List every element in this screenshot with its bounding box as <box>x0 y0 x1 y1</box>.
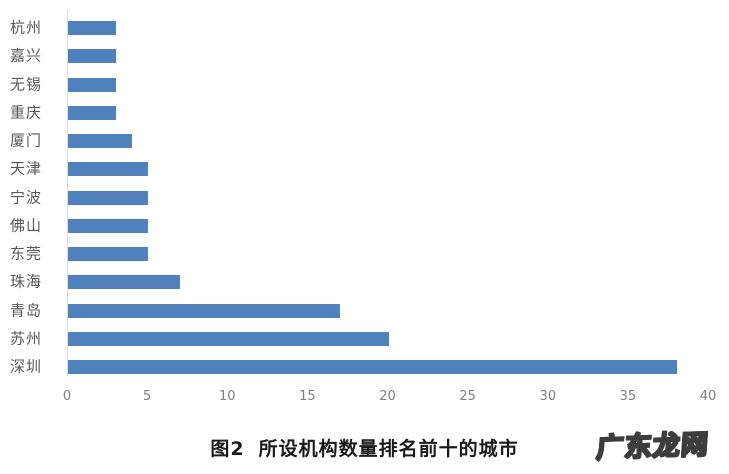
bar <box>68 21 117 35</box>
y-axis-category-label: 天津 <box>10 159 43 178</box>
x-axis-tick-label: 25 <box>459 389 476 404</box>
bar-row: 宁波 <box>0 188 729 206</box>
y-axis-category-label: 重庆 <box>10 103 43 122</box>
x-axis-tick-label: 40 <box>699 389 717 404</box>
bar-row: 天津 <box>0 160 729 178</box>
bar-row: 无锡 <box>0 75 729 93</box>
bar <box>68 331 389 346</box>
y-axis-category-label: 杭州 <box>10 18 43 37</box>
x-axis-tick-label: 15 <box>299 389 316 404</box>
y-axis-category-label: 青岛 <box>10 301 43 320</box>
bar <box>68 247 149 261</box>
bar-row: 杭州 <box>0 19 729 37</box>
bar-row: 东莞 <box>0 245 729 263</box>
y-axis-category-label: 深圳 <box>10 357 43 376</box>
bar <box>68 360 677 374</box>
y-axis-category-label: 厦门 <box>10 131 43 150</box>
chart-plot-area: 杭州嘉兴无锡重庆厦门天津宁波佛山东莞珠海青岛苏州深圳 0 5 10 15 20 25 30 3… <box>0 10 729 404</box>
y-axis-category-label: 苏州 <box>10 329 43 348</box>
bar-row: 厦门 <box>0 132 729 150</box>
bar-row: 青岛 <box>0 301 729 319</box>
y-axis-category-label: 无锡 <box>10 75 43 94</box>
x-axis-tick-label: 30 <box>539 389 557 404</box>
y-axis-category-label: 宁波 <box>10 188 43 207</box>
y-axis-category-label: 嘉兴 <box>10 46 43 65</box>
bar-row: 深圳 <box>0 358 729 376</box>
bar <box>68 134 133 148</box>
y-axis-category-label: 佛山 <box>10 216 43 235</box>
y-axis-category-label: 东莞 <box>10 244 43 263</box>
chart-caption: 图2 所设机构数量排名前十的城市 <box>0 434 729 461</box>
x-axis-tick-label: 35 <box>619 389 637 404</box>
bar <box>68 105 117 120</box>
bar <box>68 303 341 318</box>
y-axis-category-label: 珠海 <box>10 272 43 291</box>
bar-row: 苏州 <box>0 329 729 347</box>
bar <box>68 218 149 233</box>
bar-row: 重庆 <box>0 103 729 121</box>
x-axis-tick-label: 10 <box>218 389 236 404</box>
x-axis-tick-label: 5 <box>142 389 152 404</box>
bar <box>68 275 181 290</box>
watermark-text: 广东龙网 <box>595 428 712 465</box>
x-axis-tick-label: 20 <box>379 389 396 404</box>
bar <box>68 190 149 205</box>
bar-row: 嘉兴 <box>0 47 729 65</box>
y-axis-line <box>67 10 68 376</box>
chart-title: 所设机构数量排名前十的城市 <box>258 438 519 460</box>
bar-row: 佛山 <box>0 216 729 234</box>
bar <box>68 77 117 92</box>
bar-row: 珠海 <box>0 273 729 291</box>
bar <box>68 162 149 177</box>
bar <box>68 49 117 64</box>
figure-number-label: 图2 <box>210 438 245 460</box>
x-axis-tick-label: 0 <box>62 389 72 404</box>
